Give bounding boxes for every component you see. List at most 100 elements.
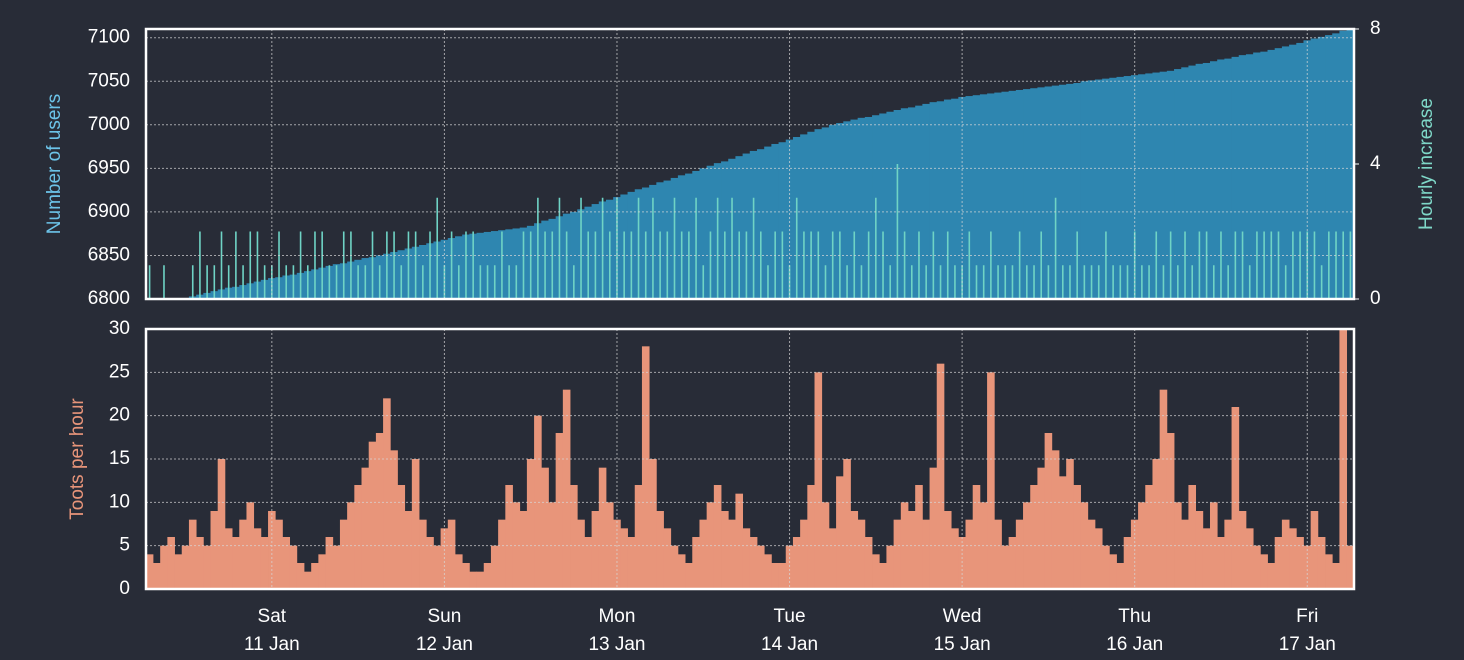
y-tick-label: 6800 <box>88 288 130 309</box>
bar <box>242 265 244 299</box>
bar <box>767 265 769 299</box>
bar <box>709 231 712 299</box>
bar <box>1011 265 1014 299</box>
bar <box>454 554 463 589</box>
bar <box>562 389 571 589</box>
bar <box>1145 485 1153 589</box>
bar <box>922 519 930 589</box>
x-tick-label: Tue 14 Jan <box>761 606 819 655</box>
bar <box>1047 265 1050 299</box>
y-tick-label: 7050 <box>88 70 130 91</box>
bar <box>925 265 927 299</box>
bar <box>1248 265 1251 299</box>
bar <box>354 485 362 589</box>
bar <box>864 537 873 589</box>
bar <box>282 537 291 589</box>
bar <box>731 197 733 299</box>
y-tick-label: 5 <box>119 535 130 556</box>
bar <box>1289 44 1297 300</box>
bar <box>716 197 719 299</box>
bar <box>1030 88 1038 300</box>
bar <box>1231 407 1240 589</box>
bar <box>1303 545 1312 589</box>
bar <box>1263 231 1265 299</box>
bar <box>879 113 887 299</box>
bar <box>1191 265 1194 299</box>
bar <box>1109 77 1117 299</box>
bar <box>1123 537 1132 589</box>
bar <box>850 119 859 299</box>
bar <box>864 116 873 299</box>
bar <box>1292 231 1294 299</box>
bar <box>1145 73 1153 299</box>
bar <box>544 231 546 299</box>
bar <box>541 467 549 589</box>
y2-tick-label: 8 <box>1370 18 1381 39</box>
bar <box>1001 545 1010 589</box>
bar <box>436 197 439 299</box>
bar <box>594 231 597 299</box>
bar <box>1256 231 1258 299</box>
bar <box>311 563 319 589</box>
bar <box>752 197 755 299</box>
bar <box>289 545 298 589</box>
bar <box>831 231 834 299</box>
bar <box>699 168 708 299</box>
bar <box>1023 89 1031 299</box>
bar <box>361 467 370 589</box>
bar <box>357 265 359 299</box>
bar <box>735 156 744 299</box>
bar <box>1281 519 1290 589</box>
bar <box>335 265 338 299</box>
bar <box>1061 265 1064 299</box>
bar <box>1116 76 1125 299</box>
bar <box>368 441 377 589</box>
y-tick-label: 6850 <box>88 244 130 265</box>
y-tick-label: 25 <box>109 361 130 382</box>
bar <box>1181 519 1189 589</box>
bar <box>800 519 808 589</box>
bar <box>213 265 216 299</box>
bar <box>1238 55 1247 300</box>
bar <box>1087 80 1096 299</box>
bar <box>1296 537 1304 589</box>
bar <box>954 265 956 299</box>
bar <box>764 146 772 299</box>
bar <box>1328 231 1330 299</box>
bar <box>918 231 920 299</box>
bar <box>1141 265 1143 299</box>
bar <box>972 95 981 300</box>
bar <box>1241 231 1244 299</box>
bar <box>943 511 952 589</box>
bar <box>702 265 705 299</box>
bar <box>663 528 672 589</box>
bar <box>627 537 636 589</box>
bar <box>404 511 413 589</box>
bar <box>1008 90 1017 299</box>
bar <box>1198 231 1201 299</box>
bar <box>493 265 496 299</box>
bar <box>275 519 283 589</box>
bar <box>936 101 945 300</box>
bar <box>1224 519 1232 589</box>
bar <box>836 476 844 589</box>
bar <box>896 164 899 299</box>
bar <box>314 231 316 299</box>
bar <box>771 143 779 299</box>
bar <box>803 231 805 299</box>
bar <box>292 265 295 299</box>
bar <box>860 265 863 299</box>
bar <box>939 265 942 299</box>
y2-tick-label: 4 <box>1370 153 1381 174</box>
bar <box>577 519 585 589</box>
bar <box>587 231 590 299</box>
bar <box>1174 69 1182 299</box>
y2-tick-label: 0 <box>1370 288 1381 309</box>
bar <box>630 231 633 299</box>
bar <box>414 231 417 299</box>
bar <box>1209 502 1218 589</box>
bar <box>608 231 611 299</box>
y2-axis-label: Hourly increase <box>1416 98 1437 230</box>
bar <box>519 511 528 589</box>
